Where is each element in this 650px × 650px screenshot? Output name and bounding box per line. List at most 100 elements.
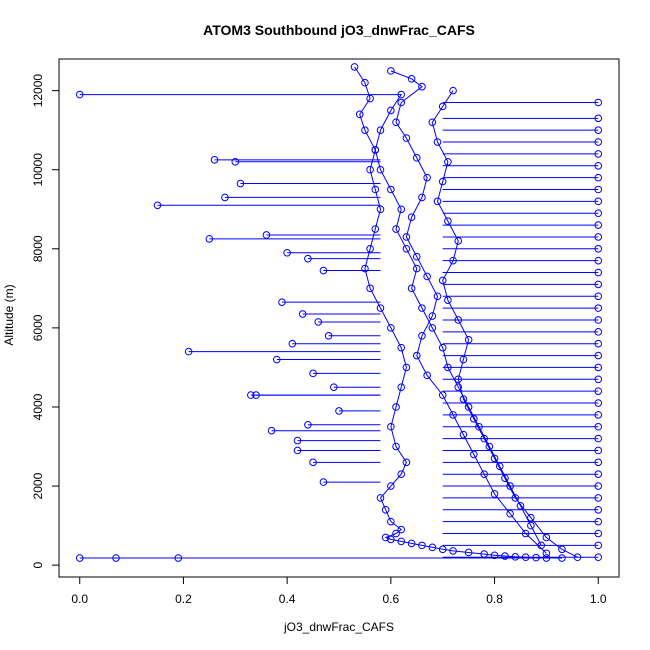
- data-point: [527, 513, 535, 522]
- data-point: [423, 272, 431, 281]
- data-point: [454, 237, 463, 245]
- data-point: [501, 552, 509, 560]
- data-point: [418, 304, 426, 312]
- data-point: [594, 529, 603, 538]
- data-point: [314, 318, 323, 326]
- x-tick-label: 1.0: [590, 592, 607, 606]
- data-point: [387, 185, 395, 194]
- data-point: [381, 533, 390, 542]
- data-point: [350, 63, 359, 71]
- data-point: [267, 426, 276, 435]
- plot-layer: [75, 63, 603, 562]
- data-point: [459, 355, 468, 364]
- data-point: [210, 156, 219, 164]
- data-point: [407, 284, 416, 293]
- x-tick-label: 0.6: [383, 592, 400, 606]
- data-point: [495, 462, 504, 471]
- data-point: [501, 474, 509, 482]
- data-point: [397, 98, 406, 107]
- data-point: [236, 179, 245, 188]
- data-point: [594, 399, 603, 407]
- data-point: [402, 245, 411, 253]
- data-point: [527, 521, 535, 530]
- data-point: [293, 436, 302, 445]
- data-point: [412, 264, 421, 273]
- data-point: [272, 355, 281, 364]
- data-point: [376, 165, 385, 174]
- data-point: [423, 173, 431, 182]
- data-point: [594, 98, 603, 107]
- data-point: [112, 554, 120, 562]
- data-point: [371, 185, 380, 194]
- data-point: [298, 310, 307, 318]
- data-point: [392, 403, 400, 411]
- data-point: [438, 545, 447, 554]
- data-point: [594, 505, 603, 514]
- data-point: [397, 383, 406, 391]
- data-point: [205, 235, 214, 243]
- data-point: [433, 138, 442, 146]
- data-point: [418, 541, 426, 550]
- x-axis-label: jO3_dnwFrac_CAFS: [283, 620, 394, 634]
- data-point: [459, 395, 468, 403]
- data-point: [438, 276, 447, 285]
- data-point: [397, 537, 406, 546]
- data-point: [594, 328, 603, 336]
- data-point: [594, 114, 603, 123]
- data-point: [221, 193, 229, 202]
- data-point: [355, 110, 364, 119]
- data-point: [438, 391, 447, 399]
- data-point: [594, 470, 603, 478]
- data-point: [392, 529, 400, 538]
- data-point: [594, 173, 603, 182]
- x-tick-label: 0.8: [486, 592, 503, 606]
- data-point: [288, 339, 297, 348]
- data-point: [594, 245, 603, 253]
- data-point: [558, 545, 566, 554]
- data-point: [594, 541, 603, 550]
- data-point: [397, 205, 406, 214]
- data-point: [594, 553, 603, 562]
- data-point: [470, 450, 478, 459]
- series-line: [390, 70, 547, 554]
- data-point: [444, 296, 452, 305]
- data-point: [594, 221, 603, 229]
- data-point: [594, 292, 603, 301]
- y-tick-label: 12000: [31, 74, 45, 108]
- data-point: [594, 209, 603, 218]
- data-point: [304, 254, 312, 263]
- data-point: [376, 494, 385, 502]
- data-point: [75, 554, 84, 562]
- data-point: [433, 197, 442, 206]
- data-point: [428, 324, 437, 332]
- data-point: [594, 434, 603, 443]
- y-tick-label: 10000: [31, 153, 45, 187]
- data-point: [376, 304, 385, 312]
- data-point: [594, 517, 603, 526]
- data-point: [418, 193, 426, 202]
- data-point: [293, 446, 302, 455]
- data-point: [444, 217, 452, 225]
- data-point: [361, 126, 369, 134]
- data-point: [490, 454, 499, 463]
- data-point: [366, 94, 374, 103]
- data-point: [594, 161, 603, 170]
- data-point: [387, 67, 395, 75]
- x-tick-label: 0.0: [71, 592, 88, 606]
- data-point: [594, 197, 603, 206]
- data-point: [594, 387, 603, 395]
- y-tick-label: 6000: [31, 314, 45, 341]
- data-point: [309, 458, 317, 467]
- data-point: [387, 482, 395, 490]
- data-point: [397, 90, 406, 99]
- data-point: [361, 264, 369, 273]
- data-point: [594, 280, 603, 289]
- data-point: [231, 158, 240, 166]
- data-point: [594, 422, 603, 431]
- data-point: [174, 554, 183, 562]
- data-point: [490, 551, 499, 560]
- y-tick-label: 2000: [31, 472, 45, 499]
- data-point: [594, 150, 603, 158]
- data-point: [153, 201, 162, 210]
- data-point: [407, 539, 416, 548]
